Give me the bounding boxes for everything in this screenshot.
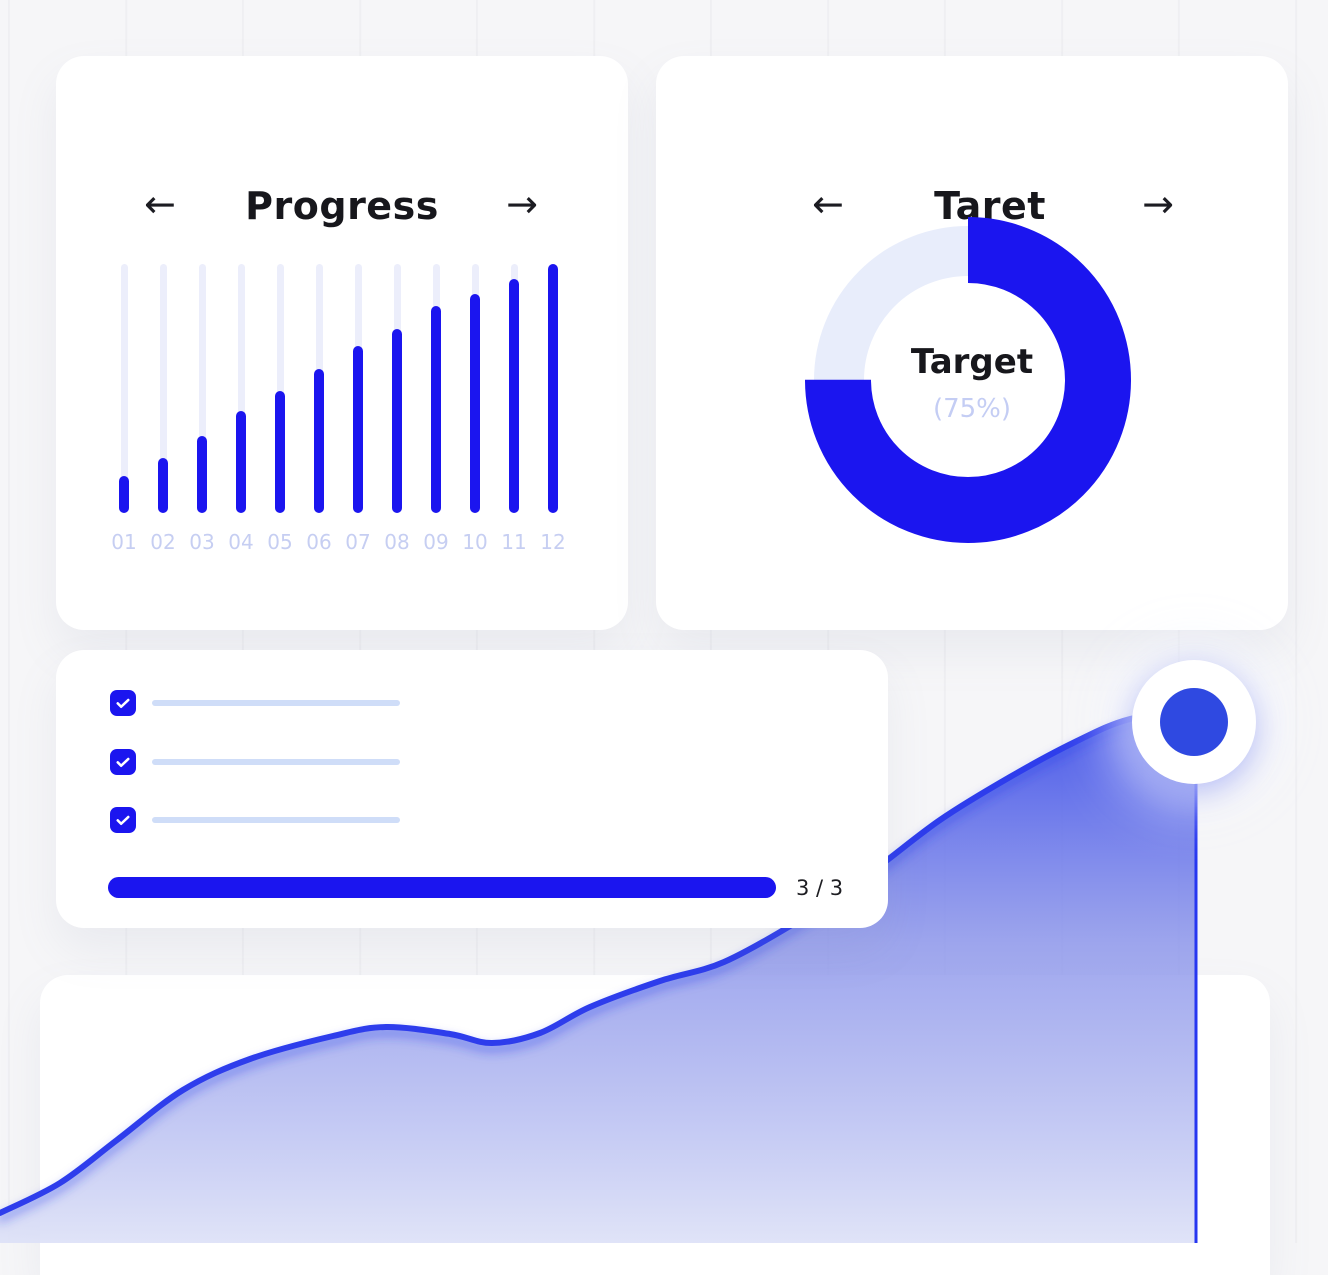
target-donut-chart	[805, 217, 1131, 543]
bar-x-label: 07	[345, 530, 371, 554]
bar-x-label: 08	[384, 530, 410, 554]
bar-track	[159, 264, 167, 513]
prev-arrow-button[interactable]: ←	[144, 182, 176, 226]
bar	[509, 279, 519, 513]
item-text-placeholder	[152, 758, 400, 765]
bar-x-label: 02	[150, 530, 176, 554]
bar	[314, 369, 324, 513]
bar-x-label: 12	[540, 530, 566, 554]
bar-track	[276, 264, 284, 513]
bar-x-label: 11	[501, 530, 527, 554]
bar	[197, 436, 207, 513]
data-point-marker	[1132, 660, 1256, 784]
item-text-placeholder	[152, 700, 400, 706]
checkbox-checked[interactable]	[110, 748, 136, 775]
bar	[236, 411, 246, 513]
donut-progress-arc	[805, 217, 1131, 543]
progress-card-title: Progress	[245, 184, 439, 228]
bar-x-label: 03	[189, 530, 215, 554]
bar-x-label: 04	[228, 530, 254, 554]
bar-track	[198, 264, 206, 513]
bar-x-label: 09	[423, 530, 449, 554]
bar	[470, 294, 480, 513]
next-arrow-button[interactable]: →	[1142, 182, 1174, 226]
bar	[431, 306, 441, 513]
progress-card-header: ← Progress →	[56, 184, 628, 248]
area-chart	[0, 707, 1199, 1243]
bar	[548, 264, 558, 513]
bar	[392, 329, 402, 513]
bar-x-label: 06	[306, 530, 332, 554]
donut-center-value: (75%)	[932, 394, 1012, 424]
bar	[275, 391, 285, 513]
bar-x-label: 01	[111, 530, 137, 554]
bar-x-label: 05	[267, 530, 293, 554]
bar-x-label: 10	[462, 530, 488, 554]
checkmark-icon	[116, 815, 130, 826]
bar	[119, 476, 129, 513]
item-text-placeholder	[152, 817, 400, 823]
next-arrow-button[interactable]: →	[506, 182, 538, 226]
progress-card: ← Progress → 01 02 03 04 05 06 07 08 09 10 11 12	[56, 56, 628, 630]
donut-center-label: Target	[910, 342, 1034, 382]
checkbox-checked[interactable]	[110, 807, 136, 833]
area-line	[0, 707, 1199, 1216]
bar	[353, 346, 363, 513]
checklist-card: 3 / 3	[56, 650, 888, 928]
bar-track	[120, 264, 128, 513]
checkmark-icon	[116, 757, 130, 767]
checklist-progress-bar	[108, 877, 776, 898]
prev-arrow-button[interactable]: ←	[812, 182, 844, 226]
checkbox-checked[interactable]	[110, 690, 136, 716]
target-card: ← Taret → Target (75%)	[656, 56, 1288, 630]
bar	[158, 458, 168, 513]
bar-track	[237, 264, 245, 513]
checkmark-icon	[116, 698, 130, 709]
area-fill	[0, 710, 1196, 1243]
data-point-marker-dot	[1160, 688, 1228, 756]
checklist-progress-label: 3 / 3	[796, 876, 844, 900]
